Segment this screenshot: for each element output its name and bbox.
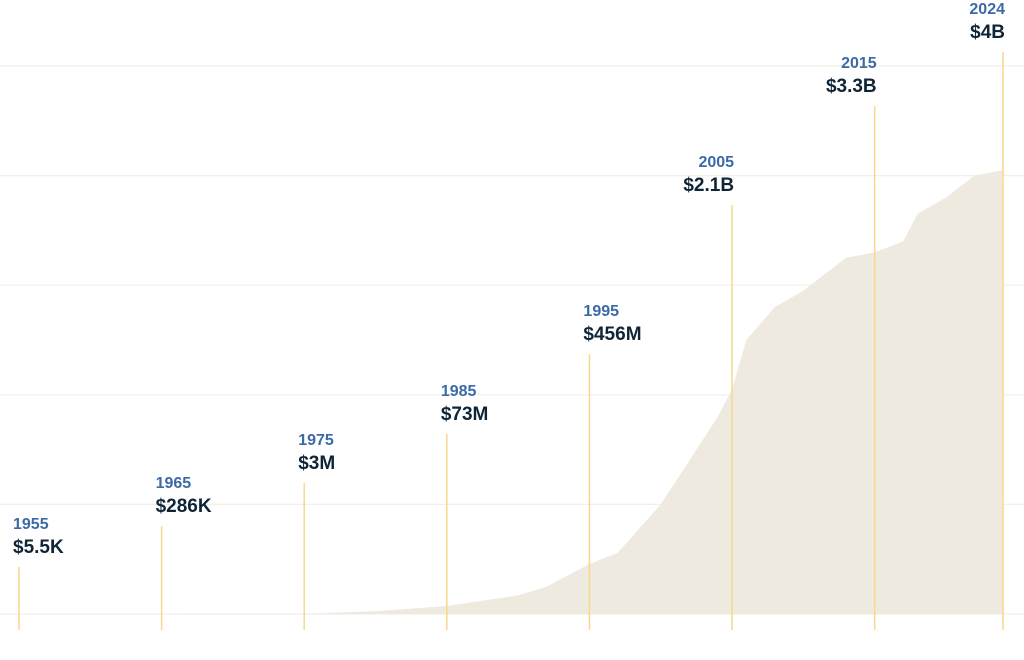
- annotation-value: $456M: [583, 324, 642, 345]
- annotation-value: $73M: [440, 404, 489, 425]
- annotation-year: 2005: [698, 154, 735, 171]
- annotation-1955: 1955 $5.5K: [13, 516, 64, 558]
- annotation-value: $3.3B: [825, 76, 877, 97]
- area-series: [19, 170, 1003, 614]
- annotation-2024: 2024 $4B: [969, 1, 1005, 43]
- annotation-2015: 2015 $3.3B: [825, 55, 877, 97]
- annotation-year: 1955: [13, 516, 49, 533]
- annotation-2005: 2005 $2.1B: [683, 154, 735, 196]
- annotation-year: 1985: [440, 383, 477, 400]
- annotation-1995: 1995 $456M: [583, 303, 642, 345]
- annotation-year: 2015: [841, 55, 877, 72]
- annotation-value: $2.1B: [683, 175, 735, 196]
- annotation-year: 1965: [155, 475, 192, 492]
- annotation-1965: 1965 $286K: [155, 475, 212, 517]
- annotation-year: 2024: [969, 1, 1005, 18]
- annotation-year: 1995: [583, 303, 620, 320]
- annotation-value: $3M: [298, 453, 336, 474]
- annotation-value: $4B: [970, 22, 1005, 43]
- annotation-year: 1975: [298, 432, 334, 449]
- year-marker-lines: [18, 52, 1004, 630]
- annotation-value: $5.5K: [13, 537, 64, 558]
- annotation-1975: 1975 $3M: [298, 432, 336, 474]
- annotation-value: $286K: [155, 496, 212, 517]
- annotation-1985: 1985 $73M: [440, 383, 489, 425]
